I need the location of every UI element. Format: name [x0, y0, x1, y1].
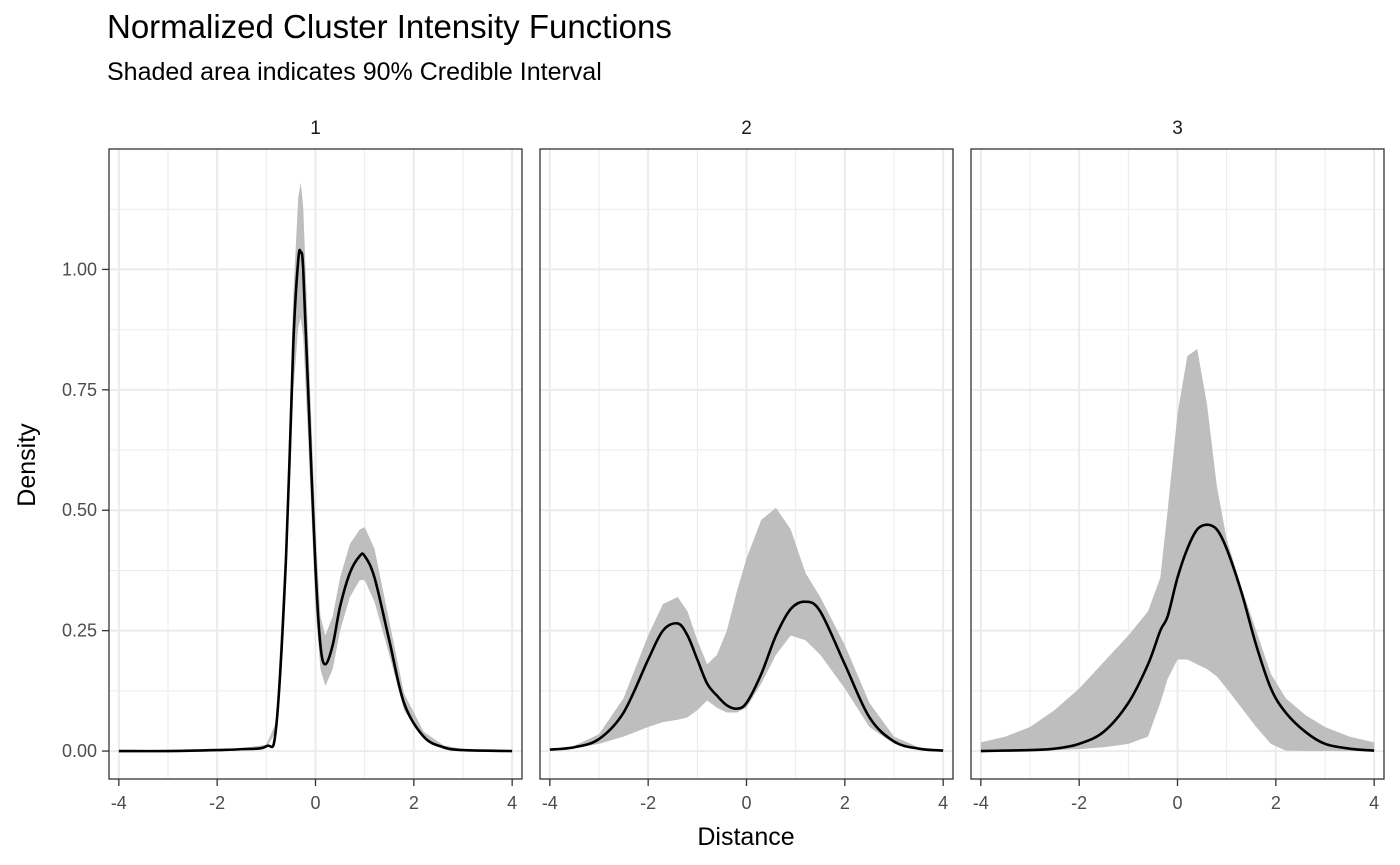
- y-axis: 0.00 0.25 0.50 0.75 1.00: [62, 259, 109, 761]
- mean-intensity-line: [118, 248, 513, 753]
- facet-strip-label: 2: [741, 118, 752, 139]
- x-tick-label: -2: [209, 793, 225, 813]
- panel-3: 3 -4 -2 0 2 4: [970, 118, 1385, 813]
- mean-intensity-line: [549, 600, 944, 752]
- facet-strip-label: 1: [310, 118, 321, 139]
- x-tick-label: 2: [1271, 793, 1281, 813]
- credible-interval-ribbon: [980, 348, 1375, 752]
- x-tick-label: 0: [741, 793, 751, 813]
- x-tick-label: -2: [640, 793, 656, 813]
- x-tick-label: 4: [938, 793, 948, 813]
- y-axis-title: Density: [13, 423, 41, 507]
- panel-2: 2 -4 -2 0 2 4: [539, 118, 954, 813]
- y-tick-label: 0.25: [62, 621, 97, 641]
- facet-strip-label: 3: [1172, 118, 1183, 139]
- chart-subtitle: Shaded area indicates 90% Credible Inter…: [107, 58, 602, 86]
- x-tick-label: -4: [111, 793, 127, 813]
- y-tick-label: 0.00: [62, 741, 97, 761]
- panels-layer: 1 -4 -2 0 2 4 2 -4 -2 0 2 4 3 -4 -2 0 2 4: [108, 118, 1385, 813]
- panel-1: 1 -4 -2 0 2 4: [108, 118, 523, 813]
- x-tick-label: -2: [1071, 793, 1087, 813]
- y-tick-label: 0.50: [62, 500, 97, 520]
- x-tick-label: 4: [507, 793, 517, 813]
- mean-intensity-line: [980, 523, 1375, 753]
- chart-title: Normalized Cluster Intensity Functions: [107, 8, 672, 45]
- x-tick-label: -4: [973, 793, 989, 813]
- credible-interval-ribbon: [549, 507, 944, 751]
- x-tick-label: -4: [542, 793, 558, 813]
- x-tick-label: 2: [409, 793, 419, 813]
- x-axis-title: Distance: [697, 823, 794, 851]
- x-tick-label: 4: [1369, 793, 1379, 813]
- x-tick-label: 0: [1172, 793, 1182, 813]
- y-tick-label: 1.00: [62, 259, 97, 279]
- y-tick-label: 0.75: [62, 380, 97, 400]
- x-tick-label: 2: [840, 793, 850, 813]
- x-tick-label: 0: [310, 793, 320, 813]
